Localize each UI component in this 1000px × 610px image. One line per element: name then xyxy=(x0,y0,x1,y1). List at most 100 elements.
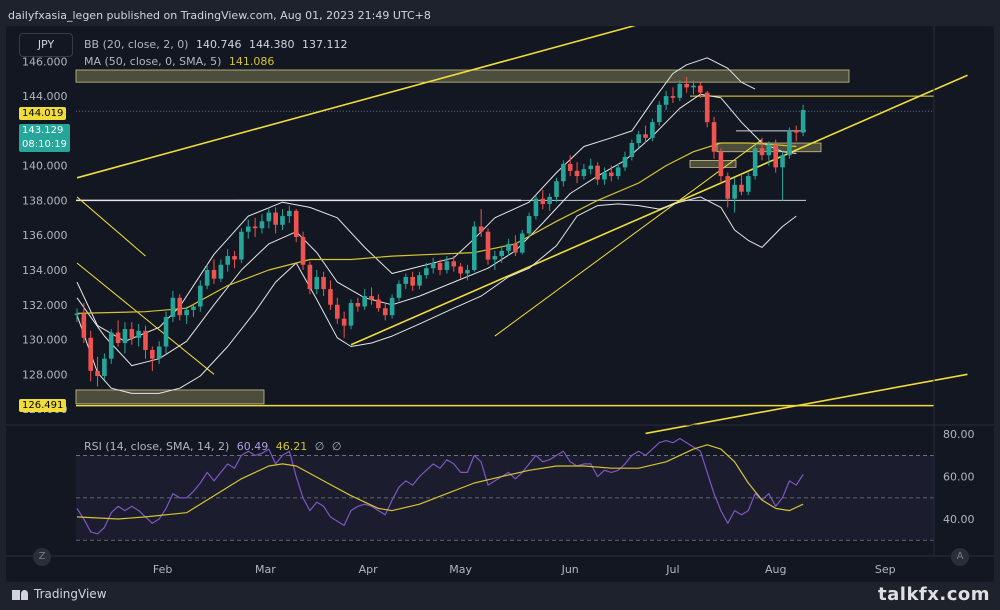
bb-basis-value: 140.746 xyxy=(195,38,242,51)
candle-body xyxy=(677,83,683,98)
price-tag-bottom: 126.491 xyxy=(19,399,67,412)
candle-body xyxy=(561,163,566,182)
candle-body xyxy=(773,144,778,168)
candle-body xyxy=(129,329,135,338)
ma-value: 141.086 xyxy=(228,55,275,68)
candle-body xyxy=(266,212,272,222)
rsi-value: 60.49 xyxy=(236,440,269,453)
price-tag-top: 144.019 xyxy=(19,107,67,120)
candle-body xyxy=(396,283,402,298)
candle-body xyxy=(410,276,415,286)
price-tick-label: 140.000 xyxy=(22,160,68,173)
rsi-tick-label: 60.00 xyxy=(943,471,975,484)
candle-body xyxy=(800,109,806,133)
candle-body xyxy=(239,231,244,260)
bb-upper-line xyxy=(76,57,756,342)
rsi-legend-label: RSI (14, close, SMA, 14, 2) xyxy=(84,440,230,453)
candle-body xyxy=(170,297,176,317)
symbol-button[interactable]: JPY xyxy=(19,33,73,57)
candle-body xyxy=(430,263,436,269)
candle-body xyxy=(636,134,641,144)
chart-frame[interactable]: 146.000144.000142.000140.000138.000136.0… xyxy=(6,26,994,582)
candle-body xyxy=(595,165,600,180)
candle-body xyxy=(567,163,573,171)
time-tick-label: Sep xyxy=(875,563,896,576)
candle-body xyxy=(335,304,340,319)
footer: TradingView talkfx.com xyxy=(0,582,1000,610)
candle-body xyxy=(547,196,552,204)
ma-legend[interactable]: MA (50, close, 0, SMA, 5) 141.086 xyxy=(84,55,274,68)
bb-legend[interactable]: BB (20, close, 2, 0) 140.746 144.380 137… xyxy=(84,38,347,51)
time-tick-label: Mar xyxy=(255,563,276,576)
candle-body xyxy=(732,184,737,199)
candle-body xyxy=(787,130,792,156)
candle-body xyxy=(581,169,587,177)
hlines-layer xyxy=(76,95,934,407)
bar-countdown: 08:10:19 xyxy=(22,139,67,150)
candle-body xyxy=(348,303,354,326)
candle-body xyxy=(211,269,217,279)
rsi-legend[interactable]: RSI (14, close, SMA, 14, 2) 60.49 46.21 … xyxy=(84,440,341,453)
candle-body xyxy=(225,256,230,265)
trendline-2 xyxy=(76,196,146,257)
candle-body xyxy=(163,316,169,347)
candles-layer xyxy=(74,76,806,387)
candle-body xyxy=(122,329,128,344)
tradingview-logo[interactable]: TradingView xyxy=(12,587,107,601)
last-price: 143.129 xyxy=(22,125,64,136)
zoom-left-button[interactable]: Z xyxy=(33,548,51,566)
candle-body xyxy=(177,297,183,316)
bb-upper-value: 144.380 xyxy=(248,38,295,51)
candle-body xyxy=(115,332,121,344)
auto-scale-button[interactable]: A xyxy=(951,548,969,566)
candle-body xyxy=(314,276,320,290)
price-tick-label: 128.000 xyxy=(22,368,68,381)
candle-body xyxy=(191,306,196,310)
candle-body xyxy=(293,210,299,237)
candle-body xyxy=(540,198,546,204)
candle-body xyxy=(506,243,511,251)
price-tick-label: 144.000 xyxy=(22,90,68,103)
candle-body xyxy=(328,289,333,305)
rsi-ma-line xyxy=(76,444,804,520)
candle-body xyxy=(417,275,422,286)
candle-body xyxy=(252,226,258,229)
candle-body xyxy=(629,143,635,157)
rsi-ma-value: 46.21 xyxy=(275,440,308,453)
trendline-0 xyxy=(76,26,637,179)
price-tick-label: 138.000 xyxy=(22,194,68,207)
publish-header: dailyfxasia_legen published on TradingVi… xyxy=(0,0,1000,30)
candle-body xyxy=(739,184,744,192)
candle-body xyxy=(650,122,655,138)
candle-body xyxy=(382,308,388,316)
chart-canvas[interactable]: 146.000144.000142.000140.000138.000136.0… xyxy=(6,26,994,582)
candle-body xyxy=(88,337,93,371)
candle-body xyxy=(698,85,703,93)
rsi-line xyxy=(76,437,804,535)
candle-body xyxy=(609,172,614,177)
bb-basis-line xyxy=(76,93,797,367)
candle-body xyxy=(95,370,100,377)
candle-body xyxy=(752,148,758,177)
candle-body xyxy=(458,266,463,274)
candle-body xyxy=(150,349,155,359)
publish-info: dailyfxasia_legen published on TradingVi… xyxy=(8,9,431,22)
candle-body xyxy=(451,261,457,267)
candle-body xyxy=(691,85,696,88)
candle-body xyxy=(711,122,717,152)
candle-body xyxy=(424,268,429,276)
candle-body xyxy=(615,167,621,177)
ma-legend-label: MA (50, close, 0, SMA, 5) xyxy=(84,55,222,68)
candle-body xyxy=(81,313,87,338)
candle-body xyxy=(554,181,559,197)
rsi-tick-label: 80.00 xyxy=(943,428,975,441)
candle-body xyxy=(759,148,765,156)
candle-body xyxy=(204,269,210,286)
candle-body xyxy=(663,96,669,105)
zone-small xyxy=(689,160,737,168)
candle-body xyxy=(718,151,724,177)
candle-body xyxy=(684,83,689,88)
candle-body xyxy=(499,250,504,257)
trendline-3 xyxy=(350,74,968,346)
candle-body xyxy=(362,296,367,307)
